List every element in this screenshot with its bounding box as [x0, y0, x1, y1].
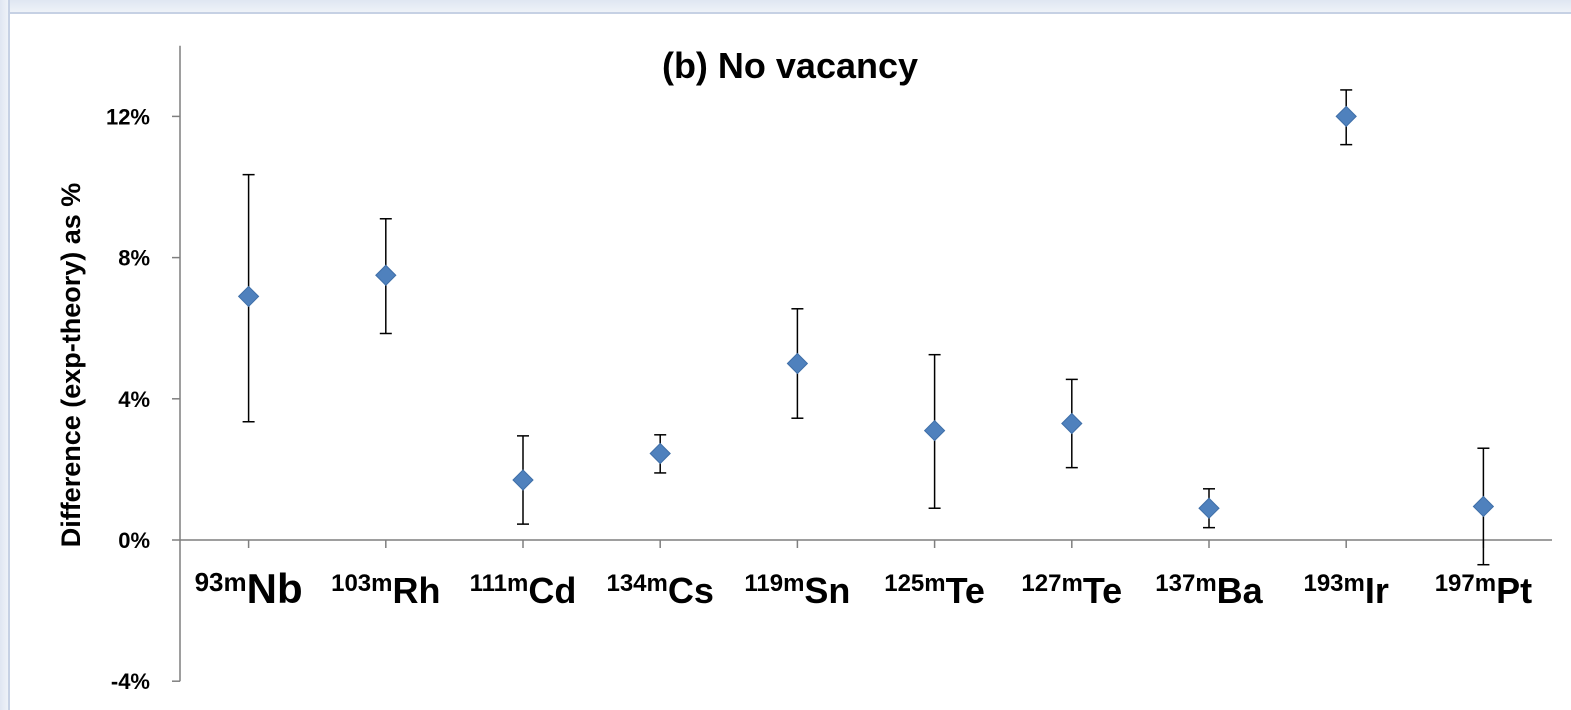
data-point	[1061, 412, 1083, 435]
y-tick-label: 0%	[118, 528, 150, 553]
category-element-label: Rh	[392, 570, 440, 611]
category-element-label: Nb	[247, 565, 303, 612]
category-label: 103mRh	[331, 570, 440, 611]
frame-top-border	[0, 0, 1571, 14]
category-label: 197mPt	[1435, 570, 1532, 611]
axes	[179, 45, 1552, 682]
category-mass-label: 193m	[1303, 570, 1364, 597]
x-ticks	[247, 540, 1485, 548]
data-point	[649, 442, 671, 465]
category-mass-label: 127m	[1021, 570, 1082, 597]
data-point	[237, 285, 260, 308]
category-mass-label: 137m	[1155, 570, 1216, 597]
category-element-label: Sn	[804, 570, 850, 611]
category-mass-label: 103m	[331, 570, 392, 597]
data-points	[237, 105, 1495, 519]
category-label: 193mIr	[1303, 570, 1388, 611]
category-label: 125mTe	[884, 570, 985, 611]
data-point	[1198, 497, 1220, 519]
y-tick-label: 8%	[118, 246, 150, 271]
category-label: 111mCd	[470, 570, 577, 611]
y-ticks: -4% 0% 4% 8% 12%	[106, 104, 180, 694]
category-mass-label: 111m	[470, 570, 529, 597]
data-point	[1472, 495, 1495, 518]
category-element-label: Ba	[1217, 570, 1264, 611]
category-element-label: Te	[946, 570, 985, 611]
error-bars	[242, 89, 1490, 566]
category-element-label: Cs	[668, 570, 714, 611]
y-tick-label: 12%	[106, 104, 150, 129]
data-point	[375, 264, 397, 286]
data-point	[923, 419, 946, 442]
category-mass-label: 119m	[744, 570, 804, 597]
category-mass-label: 93m	[195, 567, 247, 597]
data-point	[1335, 105, 1357, 128]
category-element-label: Te	[1083, 570, 1122, 611]
category-label: 93mNb	[195, 565, 303, 612]
category-element-label: Ir	[1365, 570, 1389, 611]
category-mass-label: 134m	[606, 570, 667, 597]
category-label: 127mTe	[1021, 570, 1122, 611]
category-element-label: Cd	[528, 570, 576, 611]
category-label: 134mCs	[606, 570, 713, 611]
y-axis-label: Difference (exp-theory) as %	[56, 183, 86, 548]
data-point	[786, 352, 809, 375]
y-tick-label: -4%	[111, 669, 150, 694]
category-element-label: Pt	[1496, 570, 1532, 611]
category-mass-label: 125m	[884, 570, 945, 597]
y-tick-label: 4%	[118, 387, 150, 412]
category-label: 137mBa	[1155, 570, 1263, 611]
category-mass-label: 197m	[1435, 570, 1496, 597]
category-labels: 93mNb 103mRh 111mCd 134mCs 119mSn 125mTe 127mT…	[195, 565, 1533, 612]
frame-left-border	[0, 0, 10, 710]
chart-title: (b) No vacancy	[662, 45, 918, 86]
data-point	[512, 469, 534, 491]
category-label: 119mSn	[744, 570, 850, 611]
